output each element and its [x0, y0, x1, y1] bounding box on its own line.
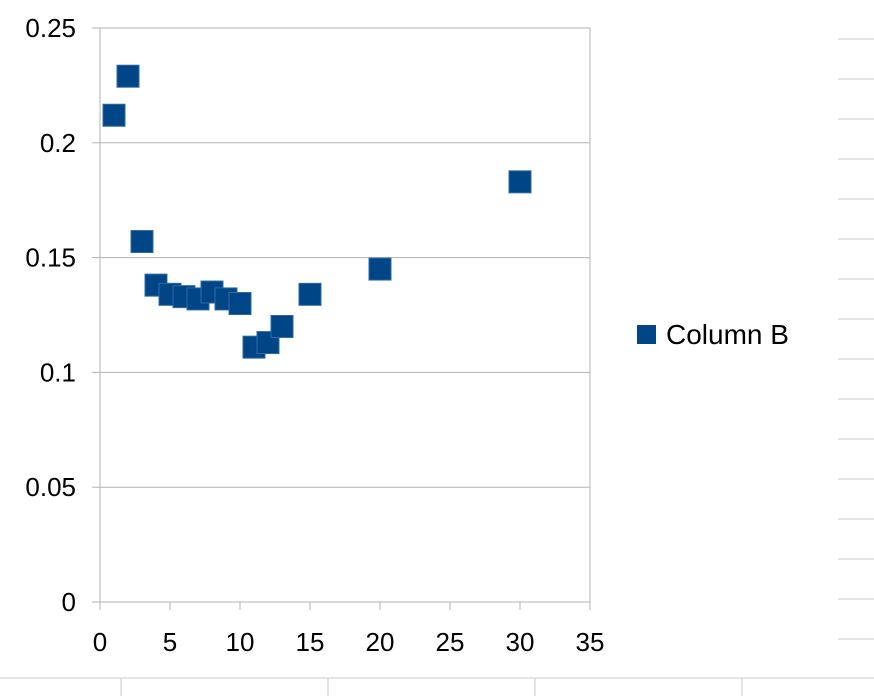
data-point — [270, 314, 294, 338]
plot-area — [99, 27, 591, 603]
y-tick-label: 0.05 — [25, 472, 76, 502]
x-axis: 0 5 10 15 20 25 30 35 — [93, 602, 605, 657]
data-point — [508, 170, 532, 194]
horizontal-gridlines — [100, 27, 590, 603]
x-tick-label: 30 — [506, 627, 535, 657]
y-tick-label: 0 — [62, 587, 76, 617]
x-tick-label: 15 — [296, 627, 325, 657]
x-tick-label: 35 — [576, 627, 605, 657]
data-point — [130, 230, 154, 254]
y-tick-label: 0.1 — [40, 357, 76, 387]
x-tick-label: 5 — [163, 627, 177, 657]
legend-label-column-b: Column B — [666, 319, 789, 350]
y-axis: 0 0.05 0.1 0.15 0.2 0.25 — [25, 13, 100, 617]
x-tick-label: 0 — [93, 627, 107, 657]
data-points — [102, 64, 532, 359]
y-tick-label: 0.2 — [40, 128, 76, 158]
y-tick-label: 0.25 — [25, 13, 76, 43]
x-tick-label: 10 — [226, 627, 255, 657]
x-tick-label: 20 — [366, 627, 395, 657]
data-point — [368, 257, 392, 281]
y-tick-label: 0.15 — [25, 243, 76, 273]
data-point — [102, 103, 126, 127]
legend-swatch-column-b — [637, 325, 656, 344]
legend: Column B — [637, 319, 789, 350]
spreadsheet-background-lines — [0, 38, 874, 696]
data-point — [116, 64, 140, 88]
x-tick-label: 25 — [436, 627, 465, 657]
data-point — [228, 292, 252, 316]
data-point — [298, 282, 322, 306]
